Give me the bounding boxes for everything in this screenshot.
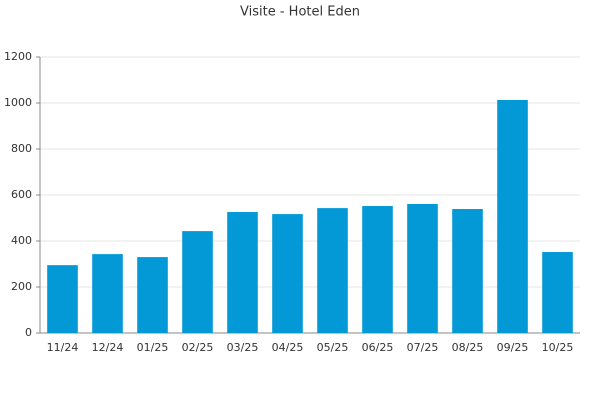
bar (137, 257, 168, 333)
x-tick-label: 03/25 (227, 341, 259, 354)
bar (407, 203, 438, 333)
x-tick-label: 12/24 (92, 341, 124, 354)
x-tick-label: 08/25 (452, 341, 484, 354)
y-tick-label: 1000 (4, 96, 32, 109)
x-tick-label: 05/25 (317, 341, 349, 354)
chart-title: Visite - Hotel Eden (240, 5, 360, 20)
bar (317, 208, 348, 333)
bar (272, 214, 303, 333)
bar (542, 252, 573, 333)
bar (362, 206, 393, 333)
bar (452, 209, 483, 333)
y-tick-label: 0 (25, 326, 32, 339)
x-tick-label: 06/25 (362, 341, 394, 354)
y-tick-label: 400 (11, 234, 32, 247)
x-tick-label: 02/25 (182, 341, 214, 354)
bar (92, 254, 123, 333)
bar (227, 212, 258, 333)
x-tick-label: 04/25 (272, 341, 304, 354)
x-tick-label: 09/25 (497, 341, 529, 354)
bar (182, 231, 213, 333)
y-tick-label: 200 (11, 280, 32, 293)
x-tick-label: 11/24 (47, 341, 79, 354)
x-tick-label: 07/25 (407, 341, 439, 354)
y-tick-label: 600 (11, 188, 32, 201)
bar (497, 100, 528, 333)
x-tick-label: 10/25 (542, 341, 574, 354)
bar (47, 265, 78, 333)
y-tick-label: 1200 (4, 50, 32, 63)
y-tick-label: 800 (11, 142, 32, 155)
x-tick-label: 01/25 (137, 341, 169, 354)
